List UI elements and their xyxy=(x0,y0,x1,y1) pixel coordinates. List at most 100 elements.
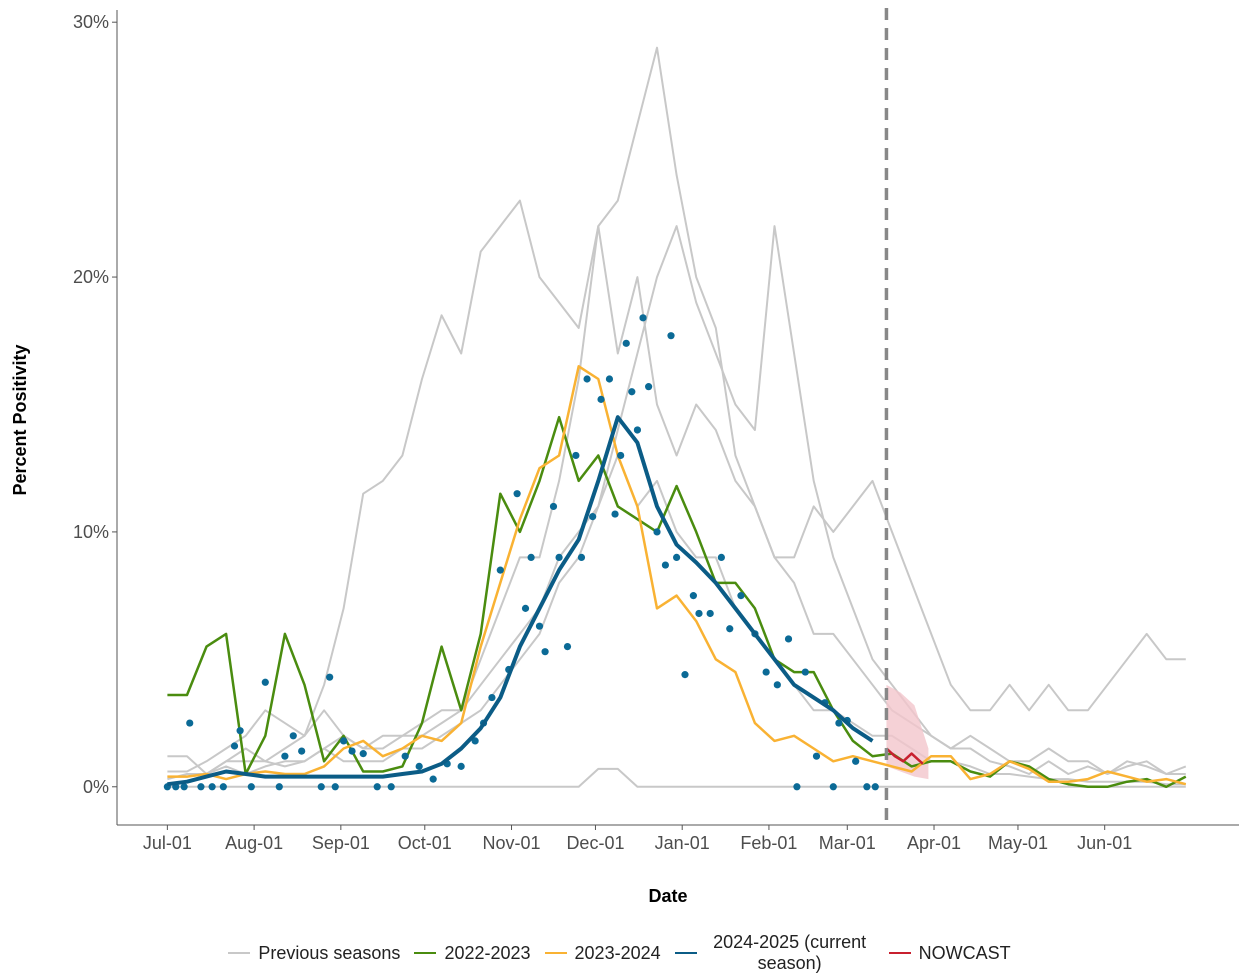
data-point xyxy=(331,783,339,791)
season-line xyxy=(167,365,1187,786)
x-tick-label: Jan-01 xyxy=(655,833,710,853)
data-point xyxy=(628,388,636,396)
x-tick-label: Nov-01 xyxy=(483,833,541,853)
x-tick-label: Oct-01 xyxy=(398,833,452,853)
previous-season-line xyxy=(167,225,1186,778)
data-point xyxy=(387,783,395,791)
data-point xyxy=(597,395,605,403)
y-tick-label: 10% xyxy=(73,522,109,542)
data-point xyxy=(457,762,465,770)
data-point xyxy=(197,783,205,791)
data-point xyxy=(496,566,504,574)
data-point xyxy=(784,635,793,643)
data-point xyxy=(275,783,283,791)
legend-item: 2022-2023 xyxy=(414,942,531,964)
data-point xyxy=(535,622,544,630)
previous-season-line xyxy=(167,46,1187,775)
data-point xyxy=(583,375,591,383)
data-point xyxy=(572,451,580,460)
data-point xyxy=(829,783,837,791)
previous-season-line xyxy=(167,199,1186,773)
legend-swatch xyxy=(544,952,567,954)
data-point xyxy=(317,783,325,791)
data-point xyxy=(773,681,781,689)
data-point xyxy=(549,502,558,511)
previous-season-line xyxy=(167,454,1186,786)
data-point xyxy=(653,528,661,536)
data-point xyxy=(622,339,630,347)
data-point xyxy=(373,783,381,791)
data-point xyxy=(527,553,535,561)
legend-swatch xyxy=(414,952,437,954)
data-point xyxy=(617,451,625,460)
data-point xyxy=(633,426,642,434)
legend-swatch xyxy=(888,952,911,954)
data-point xyxy=(236,727,244,735)
data-point xyxy=(429,775,437,783)
data-point xyxy=(208,783,216,791)
y-tick-label: 0% xyxy=(83,777,109,797)
data-point xyxy=(871,783,879,791)
data-point xyxy=(261,678,269,686)
data-point xyxy=(289,732,297,740)
data-point xyxy=(326,673,334,681)
data-point xyxy=(835,719,843,727)
data-point xyxy=(812,752,821,760)
season-line xyxy=(167,415,1187,789)
legend-label: Previous seasons xyxy=(258,942,401,963)
data-point xyxy=(348,747,356,755)
x-tick-label: Jul-01 xyxy=(143,833,192,853)
data-point xyxy=(801,668,809,676)
legend-label: 2024-2025 (current season) xyxy=(713,932,867,973)
y-tick-label: 30% xyxy=(73,12,109,32)
data-point xyxy=(793,783,801,791)
data-point xyxy=(298,747,306,755)
data-point xyxy=(488,693,496,702)
data-point xyxy=(471,737,479,745)
current-season-line xyxy=(167,415,874,787)
data-point xyxy=(667,332,675,340)
x-tick-label: Sep-01 xyxy=(312,833,370,853)
data-point xyxy=(577,553,586,561)
data-point xyxy=(661,561,670,569)
data-point xyxy=(726,625,734,633)
data-point xyxy=(681,671,689,679)
data-point xyxy=(415,762,423,770)
data-point xyxy=(611,510,619,518)
data-point xyxy=(717,553,725,561)
legend-label: 2023-2024 xyxy=(574,942,661,963)
data-point xyxy=(555,553,563,561)
data-point xyxy=(639,314,647,322)
chart: Date Percent Positivity 0% 10% 20% 30% Jul-0… xyxy=(10,8,1239,906)
legend-item: Previous seasons xyxy=(228,943,400,964)
data-point xyxy=(605,375,614,383)
data-point xyxy=(513,490,521,498)
legend-label: NOWCAST xyxy=(918,942,1011,963)
data-point xyxy=(219,783,227,791)
data-point xyxy=(706,609,714,618)
data-point xyxy=(359,750,367,758)
data-point xyxy=(186,719,194,727)
data-point xyxy=(180,783,188,791)
data-point xyxy=(689,592,697,600)
nowcast-line xyxy=(885,747,924,765)
legend-item: NOWCAST xyxy=(888,942,1011,964)
legend-item: 2023-2024 xyxy=(544,942,661,964)
data-point xyxy=(230,742,239,750)
data-point xyxy=(281,752,289,760)
data-point xyxy=(521,604,530,612)
data-point xyxy=(563,642,572,651)
data-point xyxy=(863,783,871,791)
data-point xyxy=(589,513,597,521)
legend-label: 2022-2023 xyxy=(444,942,531,963)
data-point xyxy=(673,553,681,561)
data-point xyxy=(852,757,860,765)
x-tick-label: Apr-01 xyxy=(907,833,961,853)
legend: Previous seasons 2022-2023 2023-2024 2024-2… xyxy=(0,932,1239,974)
x-tick-label: Dec-01 xyxy=(566,833,624,853)
legend-swatch xyxy=(674,952,697,954)
x-axis-title: Date xyxy=(648,886,687,906)
x-tick-label: Aug-01 xyxy=(225,833,283,853)
data-point xyxy=(695,609,703,618)
